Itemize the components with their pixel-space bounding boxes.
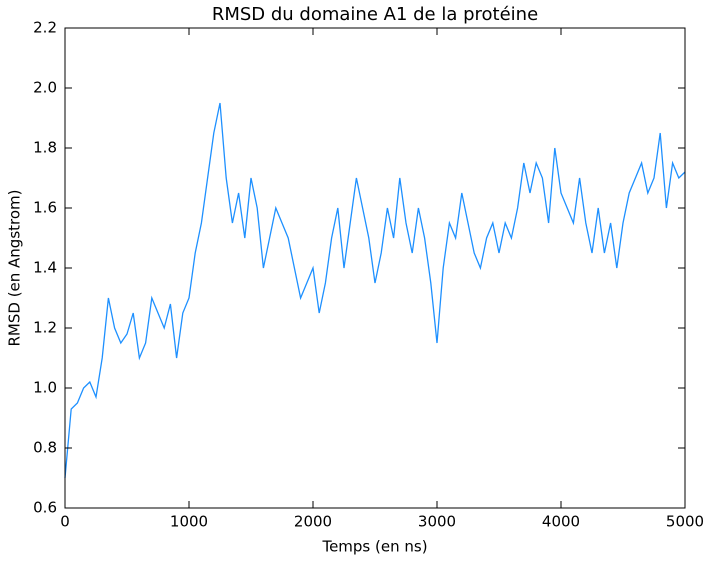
- y-tick-label: 1.4: [33, 259, 57, 277]
- x-tick-label: 2000: [294, 513, 332, 531]
- chart-title: RMSD du domaine A1 de la protéine: [212, 4, 538, 25]
- x-tick-label: 0: [60, 513, 70, 531]
- plot-frame: [64, 27, 686, 509]
- y-tick-label: 1.6: [33, 199, 57, 217]
- data-line: [64, 102, 686, 479]
- y-tick-label: 0.8: [33, 439, 57, 457]
- x-tick-label: 5000: [666, 513, 704, 531]
- y-axis-label: RMSD (en Angstrom): [6, 189, 24, 346]
- x-tick-label: 1000: [170, 513, 208, 531]
- x-tick-label: 4000: [542, 513, 580, 531]
- y-tick-label: 1.2: [33, 319, 57, 337]
- y-tick-label: 2.2: [33, 19, 57, 37]
- y-tick-label: 1.0: [33, 379, 57, 397]
- y-tick-label: 0.6: [33, 499, 57, 517]
- x-axis-label: Temps (en ns): [321, 538, 427, 556]
- y-tick-label: 2.0: [33, 79, 57, 97]
- y-tick-label: 1.8: [33, 139, 57, 157]
- x-tick-label: 3000: [418, 513, 456, 531]
